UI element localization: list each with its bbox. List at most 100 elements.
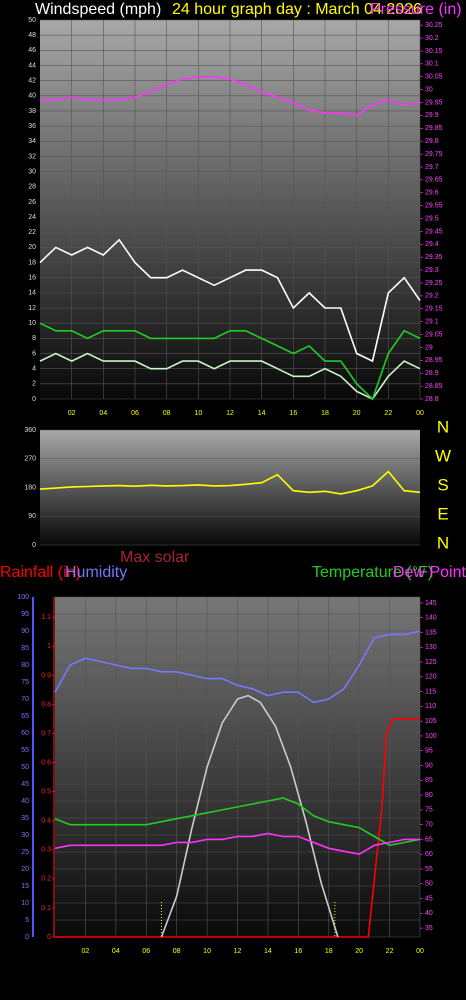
y3-tick-label: 0.6 bbox=[41, 759, 51, 766]
y2-tick-label: 45 bbox=[425, 895, 433, 902]
y-tick-label: 80 bbox=[21, 662, 29, 669]
y3-tick-label: 1 bbox=[47, 643, 51, 650]
y2-tick-label: 29.95 bbox=[425, 99, 443, 106]
series-line bbox=[39, 352, 421, 401]
y2-tick-label: 80 bbox=[425, 792, 433, 799]
y2-tick-label: 30.1 bbox=[425, 61, 439, 68]
y-axis-label: Windspeed (mph) bbox=[35, 1, 161, 18]
y2-tick-label: 28.95 bbox=[425, 357, 443, 364]
y2-tick-label: 30 bbox=[425, 86, 433, 93]
y-tick-label: 30 bbox=[28, 168, 36, 175]
y-tick-label: 4 bbox=[32, 366, 36, 373]
y2-tick-label: 29.65 bbox=[425, 177, 443, 184]
y3-tick-label: 0.9 bbox=[41, 672, 51, 679]
series-line bbox=[40, 75, 421, 117]
x-tick-label: 08 bbox=[173, 948, 181, 955]
x-tick-label: 00 bbox=[416, 410, 424, 417]
y-tick-label: 95 bbox=[21, 611, 29, 618]
y-tick-label: 10 bbox=[21, 900, 29, 907]
x-tick-label: 20 bbox=[355, 948, 363, 955]
y2-tick-label: 130 bbox=[425, 644, 437, 651]
y-tick-label: 360 bbox=[24, 427, 36, 434]
x-tick-label: 16 bbox=[294, 948, 302, 955]
y3-tick-label: 0.1 bbox=[41, 905, 51, 912]
y-tick-label: 40 bbox=[21, 798, 29, 805]
compass-label: E bbox=[437, 504, 448, 523]
x-tick-label: 18 bbox=[321, 410, 329, 417]
y-tick-label: 45 bbox=[21, 781, 29, 788]
chart-title: 24 hour graph day : March 04 2026 bbox=[172, 1, 422, 18]
y-tick-label: 180 bbox=[24, 484, 36, 491]
x-tick-label: 04 bbox=[99, 410, 107, 417]
y-tick-label: 30 bbox=[21, 832, 29, 839]
y-tick-label: 25 bbox=[21, 849, 29, 856]
y-tick-label: 28 bbox=[28, 184, 36, 191]
y2-tick-label: 29.25 bbox=[425, 280, 443, 287]
legend-label: Temperature (°F) bbox=[312, 564, 433, 581]
y-tick-label: 20 bbox=[28, 244, 36, 251]
series-line bbox=[55, 718, 420, 938]
y3-tick-label: 0 bbox=[47, 934, 51, 941]
series-line bbox=[39, 470, 421, 495]
y-tick-label: 14 bbox=[28, 290, 36, 297]
y2-tick-label: 40 bbox=[425, 910, 433, 917]
y-tick-label: 100 bbox=[17, 594, 29, 601]
y-tick-label: 0 bbox=[25, 934, 29, 941]
y2-tick-label: 29.55 bbox=[425, 202, 443, 209]
x-tick-label: 12 bbox=[234, 948, 242, 955]
y2-tick-label: 110 bbox=[425, 703, 436, 710]
y2-tick-label: 30.15 bbox=[425, 48, 443, 55]
y-tick-label: 6 bbox=[32, 350, 36, 357]
x-tick-label: 16 bbox=[289, 410, 297, 417]
y-tick-label: 22 bbox=[28, 229, 36, 236]
y2-tick-label: 29.15 bbox=[425, 306, 443, 313]
series-line bbox=[160, 694, 339, 938]
y2-tick-label: 145 bbox=[425, 600, 437, 607]
y3-tick-label: 0.7 bbox=[41, 730, 51, 737]
y-tick-label: 42 bbox=[28, 77, 36, 84]
y-tick-label: 60 bbox=[21, 730, 29, 737]
y-tick-label: 18 bbox=[28, 259, 36, 266]
y2-tick-label: 125 bbox=[425, 659, 437, 666]
y-tick-label: 5 bbox=[25, 917, 29, 924]
y3-tick-label: 0.5 bbox=[41, 789, 51, 796]
y2-axis-label: Pressure (in) bbox=[370, 1, 462, 18]
y-tick-label: 55 bbox=[21, 747, 29, 754]
y-tick-label: 26 bbox=[28, 199, 36, 206]
y-tick-label: 44 bbox=[28, 62, 36, 69]
y2-tick-label: 29.45 bbox=[425, 228, 443, 235]
y2-tick-label: 29.8 bbox=[425, 138, 439, 145]
y-tick-label: 50 bbox=[28, 17, 36, 24]
y3-tick-label: 0.2 bbox=[41, 876, 51, 883]
y-tick-label: 75 bbox=[21, 679, 29, 686]
series-line bbox=[54, 630, 421, 704]
y2-tick-label: 75 bbox=[425, 807, 433, 814]
y2-tick-label: 95 bbox=[425, 748, 433, 755]
y2-tick-label: 30.25 bbox=[425, 22, 443, 29]
y-tick-label: 90 bbox=[28, 513, 36, 520]
y2-tick-label: 100 bbox=[425, 733, 437, 740]
compass-label: W bbox=[435, 446, 451, 465]
compass-label: S bbox=[437, 475, 448, 494]
x-tick-label: 14 bbox=[264, 948, 272, 955]
y2-tick-label: 29.1 bbox=[425, 318, 439, 325]
y-tick-label: 24 bbox=[28, 214, 36, 221]
y3-tick-label: 0.4 bbox=[41, 818, 51, 825]
y-tick-label: 36 bbox=[28, 123, 36, 130]
y2-tick-label: 29.35 bbox=[425, 254, 443, 261]
x-tick-label: 22 bbox=[386, 948, 394, 955]
y2-tick-label: 115 bbox=[425, 688, 436, 695]
y-tick-label: 12 bbox=[28, 305, 36, 312]
y2-tick-label: 65 bbox=[425, 836, 433, 843]
y-tick-label: 34 bbox=[28, 138, 36, 145]
y2-tick-label: 35 bbox=[425, 925, 433, 932]
y3-tick-label: 1.1 bbox=[41, 614, 51, 621]
y2-tick-label: 29.5 bbox=[425, 215, 439, 222]
y2-tick-label: 29.4 bbox=[425, 241, 439, 248]
y2-tick-label: 29.6 bbox=[425, 190, 439, 197]
y3-tick-label: 0.3 bbox=[41, 847, 51, 854]
x-tick-label: 18 bbox=[325, 948, 333, 955]
y2-tick-label: 70 bbox=[425, 821, 433, 828]
